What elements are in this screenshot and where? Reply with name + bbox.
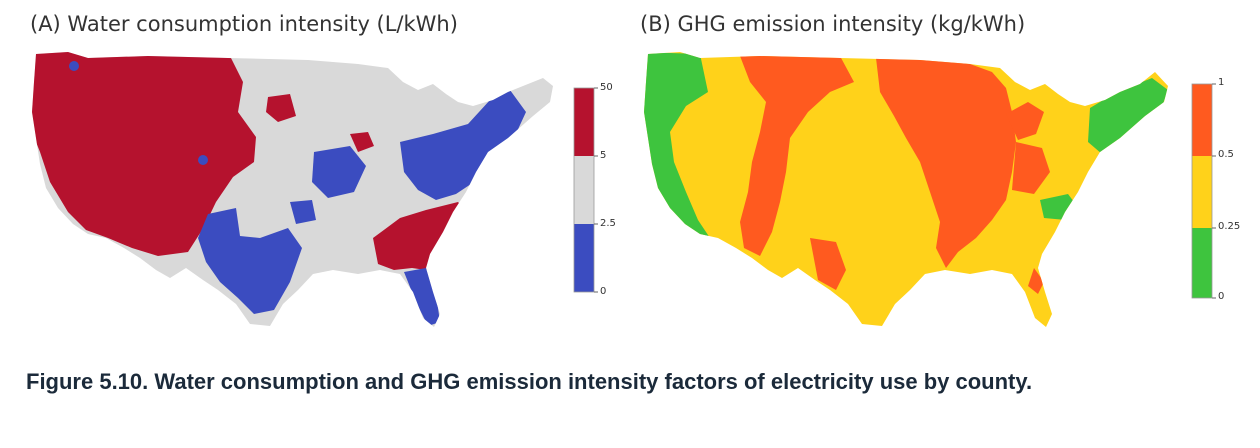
region-plains-high [876,58,1016,268]
region-central-low [312,146,366,198]
region-northeast-low [400,90,526,200]
region-spot-low [198,155,208,165]
region-ohio-high [1012,142,1050,194]
water-intensity-legend [573,87,598,293]
figure-caption: Figure 5.10. Water consumption and GHG e… [26,369,1033,394]
legend-a-tick: 50 [600,82,613,93]
region-mountain-high [740,56,854,256]
region-arkansas-low [290,200,316,224]
legend-b-tick: 0.25 [1218,221,1241,232]
legend-bin-low [574,224,594,292]
legend-bin-high [1192,84,1212,156]
region-great-lakes-high [1006,102,1044,140]
legend-b-tick: 1 [1218,77,1225,88]
legend-a-tick: 2.5 [600,218,616,229]
legend-frame [1191,83,1213,299]
region-gulf-high [1028,268,1044,294]
legend-bin-high [574,88,594,156]
legend-b-tick: 0 [1218,291,1225,302]
region-southwest-high [810,238,846,290]
region-south-low [198,208,302,314]
legend-bin-mid [1192,156,1212,228]
legend-a-tick: 5 [600,150,607,161]
region-northeast-low [1088,78,1168,154]
legend-frame [573,87,595,293]
ghg-intensity-legend [1191,83,1216,299]
legend-a-tick: 0 [600,286,607,297]
water-intensity-map [32,52,553,327]
region-midwest-high [350,132,374,152]
region-florida-low [404,268,440,326]
ghg-intensity-map [644,52,1168,327]
legend-bin-mid [574,156,594,224]
panel-b-title: (B) GHG emission intensity (kg/kWh) [640,12,1026,36]
region-spot-low [69,61,79,71]
region-west-high [32,52,256,256]
panel-a-title: (A) Water consumption intensity (L/kWh) [30,12,458,36]
legend-b-tick: 0.5 [1218,149,1234,160]
region-central-high [266,94,296,122]
legend-bin-low [1192,228,1212,298]
